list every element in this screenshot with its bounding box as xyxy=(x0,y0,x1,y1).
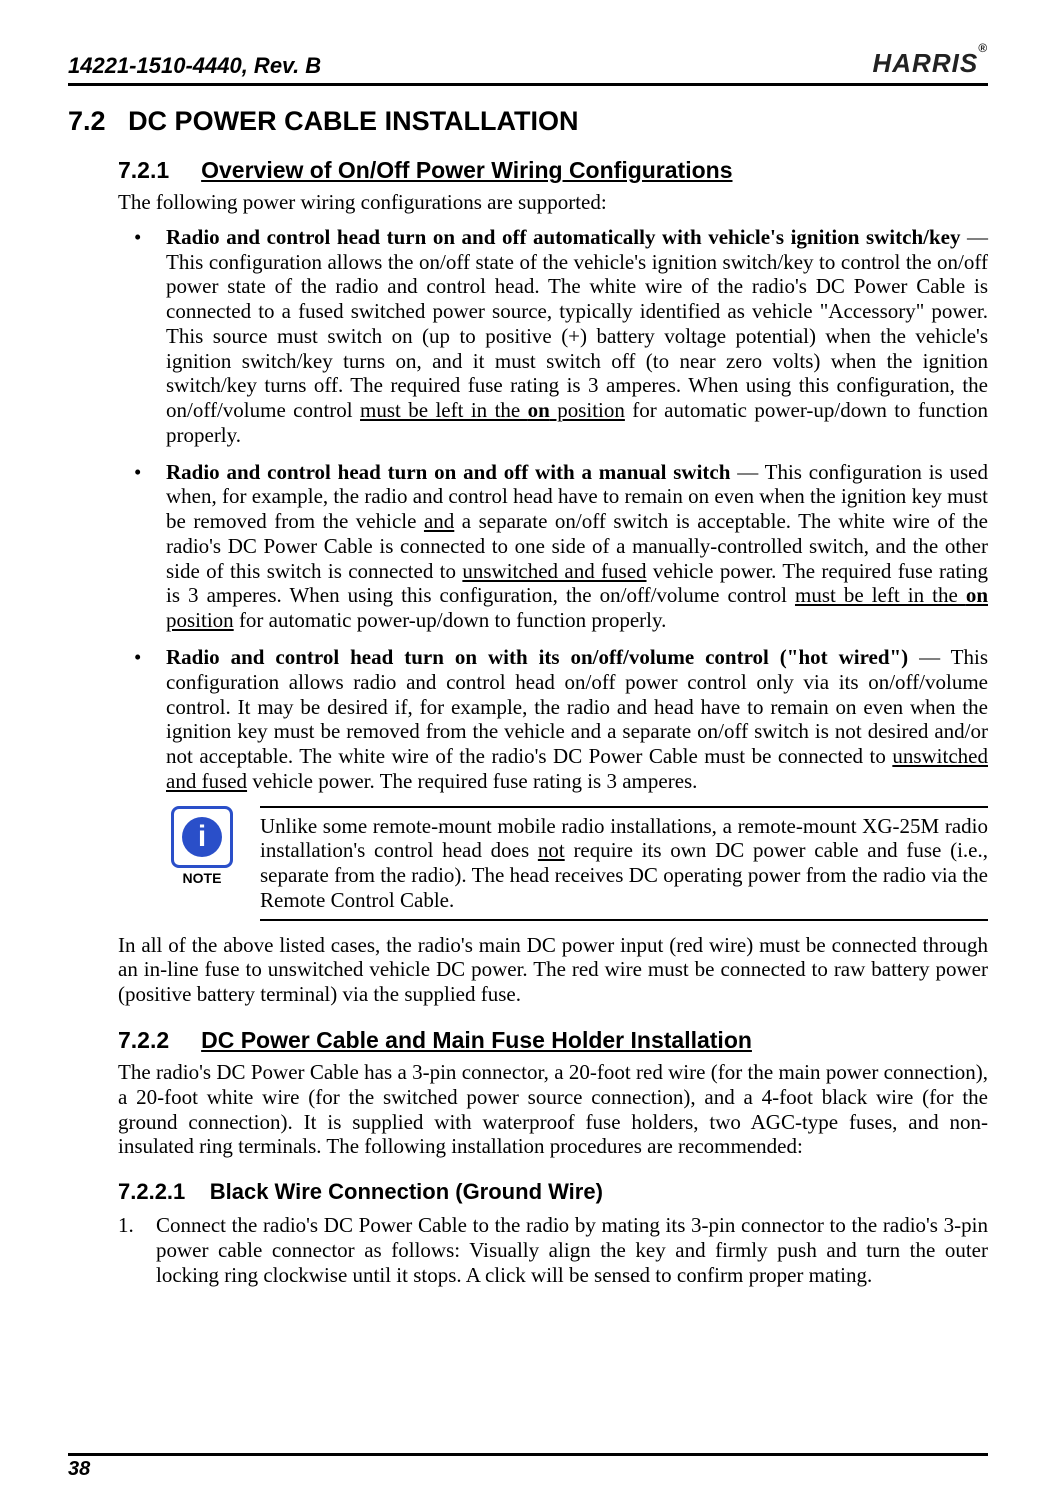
subsection-title: DC Power Cable and Main Fuse Holder Inst… xyxy=(201,1027,752,1053)
info-icon: i xyxy=(171,806,233,868)
note-icon: i NOTE xyxy=(166,806,238,886)
subsection-7-2-1: 7.2.1 Overview of On/Off Power Wiring Co… xyxy=(118,157,988,184)
underlined-text: not xyxy=(538,838,565,862)
note-label: NOTE xyxy=(166,870,238,886)
page: 14221-1510-4440, Rev. B HARRIS® 7.2 DC P… xyxy=(0,0,1056,1511)
subsection-number: 7.2.1 xyxy=(118,157,169,183)
page-header: 14221-1510-4440, Rev. B HARRIS® xyxy=(68,50,988,86)
subsection-number: 7.2.2 xyxy=(118,1027,169,1053)
section-heading: 7.2 DC POWER CABLE INSTALLATION xyxy=(68,106,988,137)
page-number: 38 xyxy=(68,1453,988,1481)
intro-paragraph: The following power wiring configuration… xyxy=(118,190,988,215)
step-item: Connect the radio's DC Power Cable to th… xyxy=(118,1213,988,1287)
list-item: Radio and control head turn on and off w… xyxy=(118,460,988,633)
brand-logo: HARRIS® xyxy=(872,48,988,79)
subsubsection-7-2-2-1: 7.2.2.1 Black Wire Connection (Ground Wi… xyxy=(118,1179,988,1205)
config-list: Radio and control head turn on and off a… xyxy=(118,225,988,794)
section-number: 7.2 xyxy=(68,106,106,136)
subsubsection-number: 7.2.2.1 xyxy=(118,1179,185,1204)
bullet-text: vehicle power. The required fuse rating … xyxy=(247,769,697,793)
bullet-lead: Radio and control head turn on and off w… xyxy=(166,460,730,484)
paragraph: In all of the above listed cases, the ra… xyxy=(118,933,988,1007)
bullet-lead: Radio and control head turn on with its … xyxy=(166,645,908,669)
underlined-text: and xyxy=(424,509,454,533)
section-body: 7.2.1 Overview of On/Off Power Wiring Co… xyxy=(118,157,988,1287)
registered-icon: ® xyxy=(978,41,988,55)
underlined-text: must be left in the on position xyxy=(360,398,625,422)
note-text: Unlike some remote-mount mobile radio in… xyxy=(260,806,988,921)
list-item: Radio and control head turn on and off a… xyxy=(118,225,988,448)
subsection-title: Overview of On/Off Power Wiring Configur… xyxy=(201,157,732,183)
underlined-text: unswitched and fused xyxy=(462,559,646,583)
section-title: DC POWER CABLE INSTALLATION xyxy=(128,106,578,136)
bullet-text: for automatic power-up/down to function … xyxy=(234,608,667,632)
subsection-7-2-2: 7.2.2 DC Power Cable and Main Fuse Holde… xyxy=(118,1027,988,1054)
list-item: Radio and control head turn on with its … xyxy=(118,645,988,794)
brand-logo-text: HARRIS xyxy=(872,48,978,78)
bullet-lead: Radio and control head turn on and off a… xyxy=(166,225,960,249)
note-callout: i NOTE Unlike some remote-mount mobile r… xyxy=(166,806,988,921)
paragraph: The radio's DC Power Cable has a 3-pin c… xyxy=(118,1060,988,1159)
document-id: 14221-1510-4440, Rev. B xyxy=(68,53,321,79)
step-list: Connect the radio's DC Power Cable to th… xyxy=(118,1213,988,1287)
bullet-text: — This configuration allows the on/off s… xyxy=(166,225,988,422)
subsubsection-title: Black Wire Connection (Ground Wire) xyxy=(210,1179,603,1204)
